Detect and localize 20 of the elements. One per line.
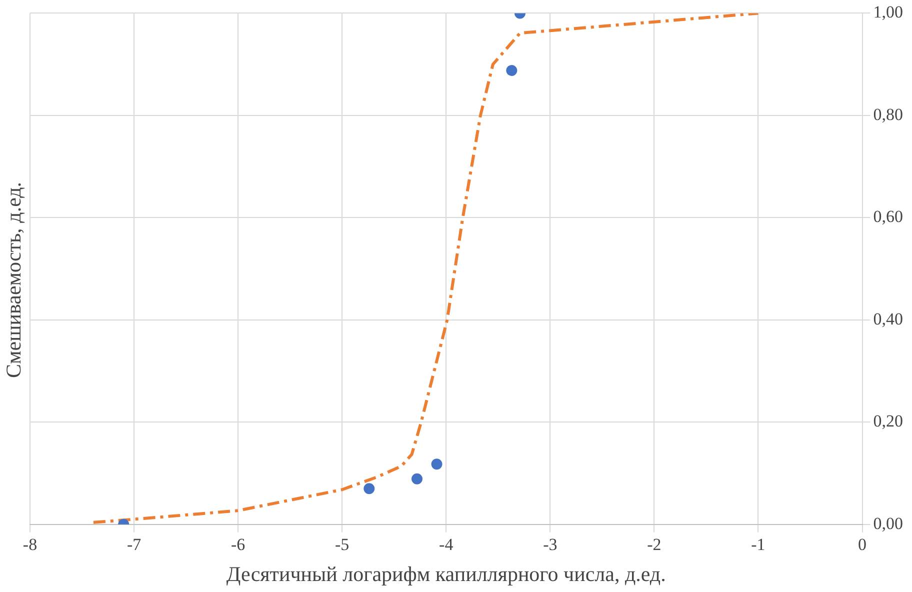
x-tick-label: -7 — [126, 535, 142, 554]
x-tick-label: -8 — [22, 535, 38, 554]
y-tick-label: 0,60 — [873, 207, 903, 226]
y-axis-title: Смешиваемость, д.ед. — [2, 182, 26, 378]
point — [431, 458, 442, 470]
y-tick-label: 0,20 — [873, 412, 903, 431]
y-tick-label: 1,00 — [873, 2, 903, 22]
point — [364, 483, 375, 494]
y-tick-label: 0,40 — [873, 309, 903, 328]
x-tick-label: -4 — [439, 535, 454, 554]
y-tick-label: 0,80 — [873, 104, 903, 124]
x-tick-label: 0 — [858, 535, 866, 554]
x-tick-label: -1 — [751, 535, 766, 554]
x-tick-label: -5 — [335, 535, 350, 554]
x-tick-label: -3 — [543, 535, 558, 554]
x-axis-title: Десятичный логарифм капиллярного числа, д.ед. — [226, 562, 666, 586]
y-tick-label: 0,00 — [873, 514, 903, 533]
point — [411, 473, 422, 484]
x-tick-label: -6 — [230, 535, 246, 554]
x-tick-label: -2 — [647, 535, 662, 554]
